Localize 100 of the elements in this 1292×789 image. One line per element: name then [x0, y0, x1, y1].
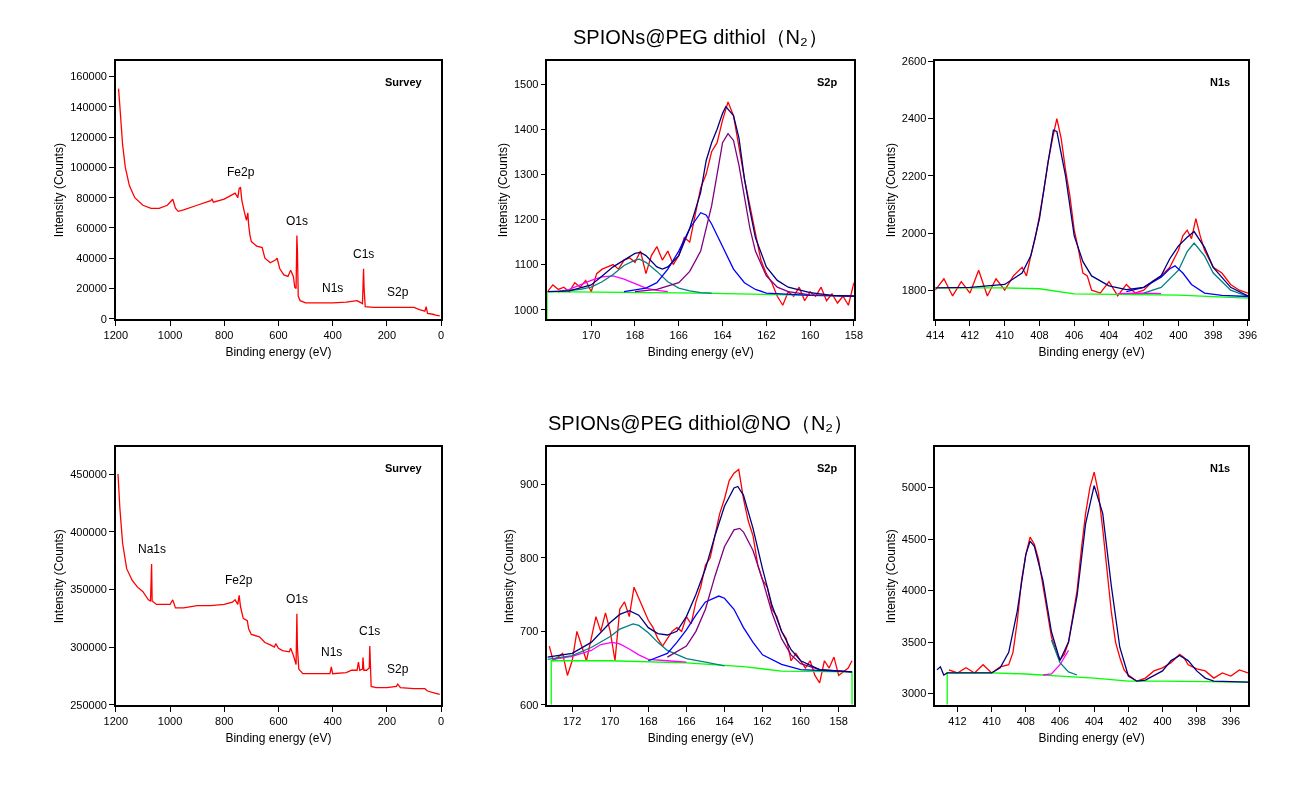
- x-tick-label: 406: [1065, 328, 1084, 341]
- x-tick-label: 600: [269, 714, 288, 727]
- x-tick-label: 1200: [103, 714, 129, 727]
- y-tick-label: 2200: [901, 169, 927, 182]
- y-axis-title: Intensity (Counts): [495, 143, 510, 238]
- x-tick-label: 800: [215, 328, 234, 341]
- y-axis-title: Intensity (Counts): [51, 529, 66, 624]
- line-series: [550, 660, 853, 705]
- y-tick-label: 900: [520, 478, 539, 491]
- annotation: S2p: [817, 462, 838, 474]
- y-axis-title: Intensity (Counts): [501, 529, 516, 624]
- y-tick-label: 20000: [76, 282, 107, 295]
- y-tick-label: 4500: [901, 532, 927, 545]
- annotation: Fe2p: [225, 573, 253, 587]
- x-tick-label: 414: [926, 328, 945, 341]
- chart-title: SPIONs@PEG dithiol@NO（N₂）: [548, 412, 854, 434]
- x-axis-title: Binding energy (eV): [1038, 345, 1145, 360]
- x-tick-label: 396: [1238, 328, 1258, 341]
- y-tick-label: 1500: [513, 77, 539, 90]
- y-tick-label: 140000: [70, 100, 107, 113]
- x-tick-label: 1000: [157, 328, 183, 341]
- x-tick-label: 800: [215, 714, 234, 727]
- x-tick-label: 410: [995, 328, 1014, 341]
- line-series: [547, 623, 726, 667]
- y-tick-label: 2600: [901, 55, 927, 68]
- x-tick-label: 200: [377, 714, 397, 727]
- annotation: N1s: [322, 281, 344, 295]
- line-series: [552, 641, 688, 663]
- x-tick-label: 600: [269, 328, 288, 341]
- x-axis-title: Binding energy (eV): [647, 731, 754, 746]
- x-tick-label: 400: [1153, 714, 1172, 727]
- x-tick-label: 168: [625, 328, 645, 341]
- x-tick-label: 412: [960, 328, 980, 341]
- annotation: S2p: [817, 76, 838, 88]
- y-tick-label: 800: [520, 551, 539, 564]
- y-axis-title: Intensity (Counts): [51, 143, 66, 238]
- annotation: O1s: [286, 592, 309, 606]
- line-series: [1042, 649, 1070, 676]
- x-tick-label: 404: [1099, 328, 1119, 341]
- x-tick-label: 164: [715, 714, 734, 727]
- x-tick-label: 160: [800, 328, 820, 341]
- x-tick-label: 160: [791, 714, 810, 727]
- annotation: N1s: [1210, 462, 1231, 474]
- line-series: [117, 473, 441, 696]
- x-tick-label: 400: [1169, 328, 1188, 341]
- x-axis-title: Binding energy (eV): [647, 345, 754, 360]
- annotation: N1s: [1210, 76, 1231, 88]
- y-tick-label: 40000: [76, 252, 107, 265]
- x-tick-label: 1200: [103, 328, 129, 341]
- x-tick-label: 408: [1030, 328, 1049, 341]
- annotation: O1s: [286, 214, 309, 228]
- x-tick-label: 170: [601, 714, 620, 727]
- y-tick-label: 350000: [70, 583, 107, 596]
- y-tick-label: 80000: [76, 191, 107, 204]
- y-tick-label: 2400: [901, 112, 927, 125]
- annotation: Survey: [385, 462, 423, 474]
- y-tick-label: 300000: [70, 641, 107, 654]
- x-axis-title: Binding energy (eV): [225, 345, 332, 360]
- annotation: Na1s: [138, 542, 167, 556]
- x-tick-label: 158: [844, 328, 864, 341]
- y-tick-label: 5000: [901, 481, 927, 494]
- y-tick-label: 3500: [901, 635, 927, 648]
- x-tick-label: 162: [753, 714, 772, 727]
- annotation: N1s: [321, 645, 343, 659]
- x-tick-label: 404: [1084, 714, 1104, 727]
- y-tick-label: 4000: [901, 584, 927, 597]
- x-tick-label: 166: [677, 714, 696, 727]
- x-tick-label: 162: [757, 328, 776, 341]
- x-tick-label: 402: [1119, 714, 1138, 727]
- annotation: S2p: [387, 662, 409, 676]
- annotation: Fe2p: [227, 165, 255, 179]
- x-tick-label: 398: [1187, 714, 1206, 727]
- x-tick-label: 166: [669, 328, 688, 341]
- x-tick-label: 396: [1221, 714, 1241, 727]
- y-tick-label: 3000: [901, 687, 927, 700]
- x-tick-label: 410: [982, 714, 1001, 727]
- y-tick-label: 100000: [70, 161, 107, 174]
- y-tick-label: 1300: [513, 168, 539, 181]
- y-tick-label: 1400: [513, 123, 539, 135]
- y-tick-label: 60000: [76, 221, 107, 234]
- y-tick-label: 450000: [70, 467, 107, 480]
- y-axis-title: Intensity (Counts): [883, 529, 898, 624]
- x-tick-label: 1000: [157, 714, 183, 727]
- y-tick-label: 700: [520, 625, 539, 638]
- y-tick-label: 0: [100, 312, 107, 325]
- y-tick-label: 160000: [70, 70, 107, 83]
- annotation: S2p: [387, 285, 409, 299]
- x-tick-label: 400: [323, 328, 342, 341]
- y-tick-label: 1100: [514, 258, 539, 271]
- y-axis-title: Intensity (Counts): [883, 143, 898, 238]
- y-tick-label: 600: [520, 698, 539, 711]
- y-tick-label: 250000: [70, 698, 107, 711]
- y-tick-label: 120000: [70, 130, 107, 143]
- x-tick-label: 400: [323, 714, 342, 727]
- x-tick-label: 398: [1204, 328, 1223, 341]
- y-tick-label: 1800: [901, 284, 927, 297]
- x-tick-label: 158: [829, 714, 848, 727]
- line-series: [1125, 265, 1248, 298]
- x-axis-title: Binding energy (eV): [225, 731, 332, 746]
- x-tick-label: 402: [1134, 328, 1153, 341]
